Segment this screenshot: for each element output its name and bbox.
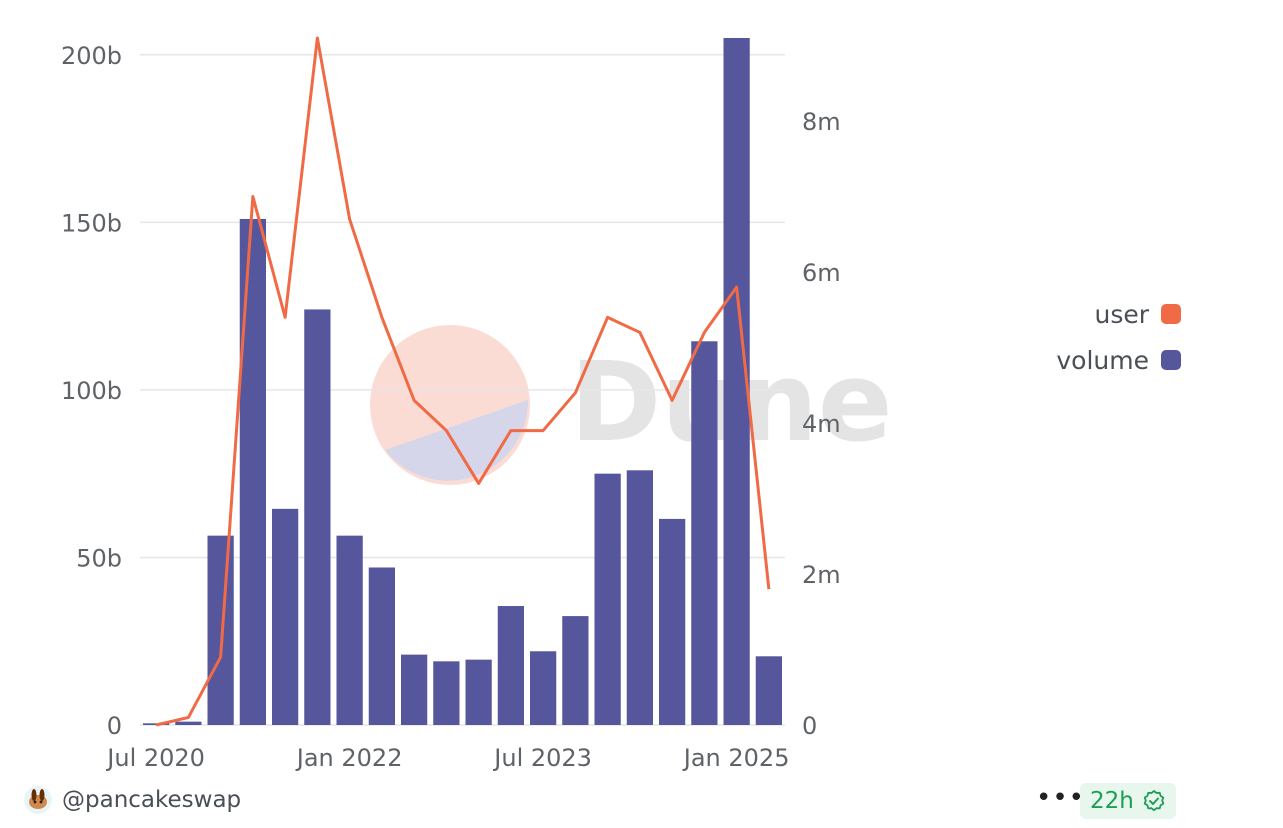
y-right-tick-label-0: 0 xyxy=(802,712,817,740)
volume-bar-12 xyxy=(530,651,557,725)
volume-bar-19 xyxy=(755,656,782,725)
y-left-tick-label-0: 0 xyxy=(107,712,122,740)
volume-bars xyxy=(143,38,782,725)
volume-bar-1 xyxy=(175,721,202,725)
volume-bar-9 xyxy=(433,661,460,725)
volume-bar-13 xyxy=(562,616,589,725)
volume-bar-4 xyxy=(272,508,299,725)
y-right-tick-label-3: 6m xyxy=(802,259,841,287)
x-tick-label-1: Jan 2022 xyxy=(295,744,403,772)
legend-swatch-user xyxy=(1161,304,1181,324)
legend-item-user[interactable]: user xyxy=(1094,296,1181,332)
x-tick-label-3: Jan 2025 xyxy=(682,744,790,772)
legend: user volume xyxy=(1056,296,1181,378)
legend-label-user: user xyxy=(1094,299,1149,329)
y-axis-right: 0 2m 4m 6m 8m xyxy=(802,108,841,740)
x-axis: Jul 2020 Jan 2022 Jul 2023 Jan 2025 xyxy=(105,744,789,772)
freshness-label: 22h xyxy=(1090,788,1134,814)
volume-bar-17 xyxy=(691,341,718,725)
y-left-tick-label-1: 50b xyxy=(76,544,122,572)
y-right-tick-label-2: 4m xyxy=(802,410,841,438)
volume-bar-16 xyxy=(659,518,686,725)
legend-label-volume: volume xyxy=(1056,345,1149,375)
volume-bar-15 xyxy=(626,470,653,725)
legend-swatch-volume xyxy=(1161,350,1181,370)
dune-watermark: Dune xyxy=(370,325,893,485)
y-right-tick-label-1: 2m xyxy=(802,561,841,589)
legend-item-volume[interactable]: volume xyxy=(1056,342,1181,378)
volume-bar-6 xyxy=(336,535,363,725)
volume-bar-10 xyxy=(465,659,492,725)
x-tick-label-0: Jul 2020 xyxy=(105,744,205,772)
volume-bar-11 xyxy=(497,606,524,725)
user-series-line xyxy=(155,36,771,727)
y-left-tick-label-2: 100b xyxy=(61,377,122,405)
grid-lines xyxy=(140,54,785,726)
user-line xyxy=(155,36,771,727)
y-left-tick-label-3: 150b xyxy=(61,209,122,237)
x-tick-label-2: Jul 2023 xyxy=(492,744,592,772)
volume-bar-5 xyxy=(304,309,331,725)
volume-bar-14 xyxy=(594,473,621,725)
y-right-tick-label-4: 8m xyxy=(802,108,841,136)
volume-bar-2 xyxy=(207,535,234,725)
volume-bar-3 xyxy=(239,218,266,725)
creator-handle: @pancakeswap xyxy=(62,787,242,813)
freshness-badge[interactable]: 22h xyxy=(1080,783,1176,819)
pancake-avatar-icon xyxy=(24,786,52,814)
volume-bar-8 xyxy=(401,654,428,725)
y-left-tick-label-4: 200b xyxy=(61,42,122,70)
creator-link[interactable]: @pancakeswap xyxy=(24,786,241,814)
volume-bar-7 xyxy=(368,567,395,725)
y-axis-left: 0 50b 100b 150b 200b xyxy=(61,42,122,740)
check-badge-icon xyxy=(1143,790,1165,812)
chart-canvas: Dune 0 50b 100b 150b 200b 0 2m 4m 6m 8m Jul 2020… xyxy=(61,36,893,772)
more-options-icon[interactable]: ••• xyxy=(1036,783,1086,813)
footer: @pancakeswap ••• 22h xyxy=(0,780,1283,824)
